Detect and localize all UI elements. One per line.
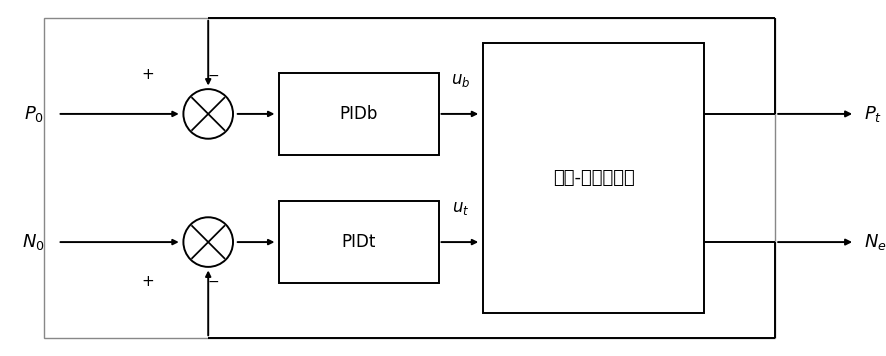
Text: $u_t$: $u_t$: [452, 199, 470, 217]
Text: $-$: $-$: [206, 68, 219, 82]
Bar: [279, 73, 439, 155]
Text: $N_e$: $N_e$: [864, 232, 886, 252]
Text: +: +: [142, 67, 154, 82]
Text: $P_0$: $P_0$: [24, 104, 44, 124]
Text: +: +: [142, 274, 154, 289]
Bar: [279, 201, 439, 283]
Bar: [44, 18, 775, 338]
Text: PIDb: PIDb: [339, 105, 378, 123]
Ellipse shape: [183, 217, 233, 267]
Text: $u_b$: $u_b$: [451, 71, 470, 89]
Bar: [483, 43, 704, 313]
Text: 锅炉-汽轮机系统: 锅炉-汽轮机系统: [553, 169, 634, 187]
Text: $-$: $-$: [206, 274, 219, 288]
Ellipse shape: [183, 89, 233, 139]
Text: $N_0$: $N_0$: [21, 232, 44, 252]
Text: PIDt: PIDt: [342, 233, 376, 251]
Text: $P_t$: $P_t$: [864, 104, 882, 124]
